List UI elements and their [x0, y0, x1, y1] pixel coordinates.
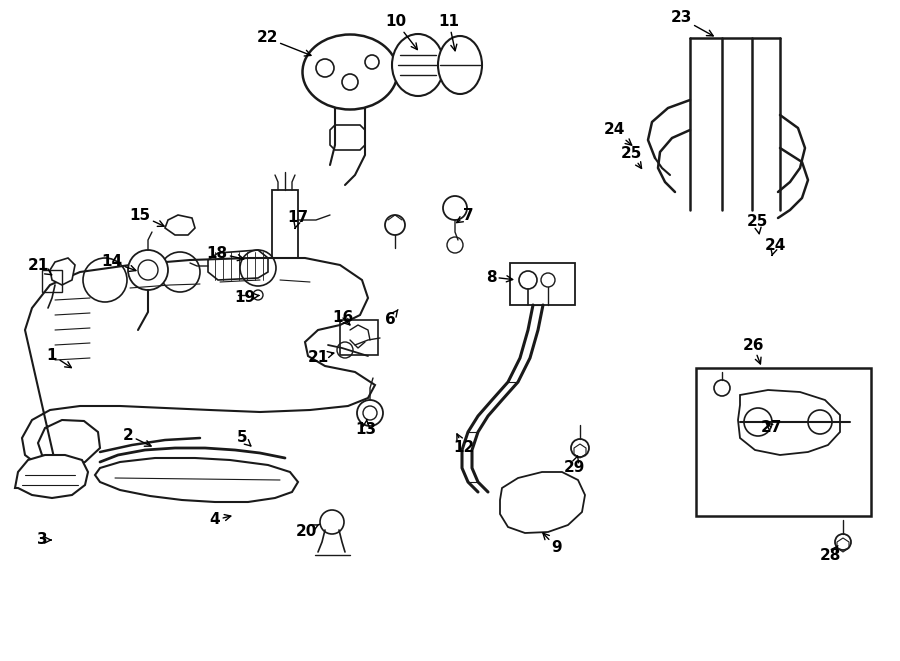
Text: 11: 11	[438, 15, 460, 51]
Circle shape	[571, 439, 589, 457]
Text: 25: 25	[746, 215, 768, 234]
Text: 13: 13	[356, 420, 376, 438]
Text: 27: 27	[760, 420, 782, 434]
Text: 5: 5	[237, 430, 251, 446]
Bar	[340, 320, 378, 355]
Circle shape	[320, 510, 344, 534]
Text: 2: 2	[122, 428, 151, 446]
Circle shape	[357, 400, 383, 426]
Text: 16: 16	[332, 311, 354, 325]
Circle shape	[385, 215, 405, 235]
Text: 9: 9	[543, 533, 562, 555]
Circle shape	[316, 59, 334, 77]
Text: 23: 23	[670, 11, 713, 36]
Polygon shape	[165, 215, 195, 235]
Ellipse shape	[392, 34, 444, 96]
Text: 6: 6	[384, 309, 398, 327]
Text: 21: 21	[27, 258, 51, 275]
Polygon shape	[738, 390, 840, 455]
Ellipse shape	[438, 36, 482, 94]
Text: 15: 15	[130, 208, 164, 226]
Bar	[510, 263, 575, 305]
Text: 22: 22	[256, 30, 311, 56]
Text: 10: 10	[385, 15, 418, 50]
Text: 20: 20	[295, 524, 319, 539]
Text: 19: 19	[234, 290, 259, 305]
Text: 1: 1	[47, 348, 71, 368]
Text: 17: 17	[287, 210, 309, 229]
Text: 7: 7	[456, 208, 473, 223]
Text: 24: 24	[603, 122, 632, 145]
Text: 3: 3	[37, 533, 50, 547]
Polygon shape	[95, 458, 298, 502]
Text: 26: 26	[742, 338, 764, 364]
Ellipse shape	[302, 34, 398, 110]
Circle shape	[365, 55, 379, 69]
Circle shape	[835, 534, 851, 550]
Text: 14: 14	[102, 254, 136, 272]
Text: 28: 28	[819, 546, 841, 563]
Text: 12: 12	[454, 434, 474, 455]
Bar	[696, 368, 871, 516]
Text: 4: 4	[210, 512, 230, 527]
Polygon shape	[15, 455, 88, 498]
Polygon shape	[50, 258, 75, 285]
Circle shape	[443, 196, 467, 220]
Bar	[272, 190, 298, 258]
Polygon shape	[500, 472, 585, 533]
Text: 21: 21	[308, 350, 334, 364]
Text: 29: 29	[563, 456, 585, 475]
Text: 24: 24	[764, 237, 786, 255]
Bar	[42, 270, 62, 292]
Text: 25: 25	[620, 145, 642, 169]
Circle shape	[128, 250, 168, 290]
Text: 18: 18	[206, 245, 244, 260]
Circle shape	[714, 380, 730, 396]
Text: 8: 8	[486, 270, 513, 284]
Circle shape	[342, 74, 358, 90]
